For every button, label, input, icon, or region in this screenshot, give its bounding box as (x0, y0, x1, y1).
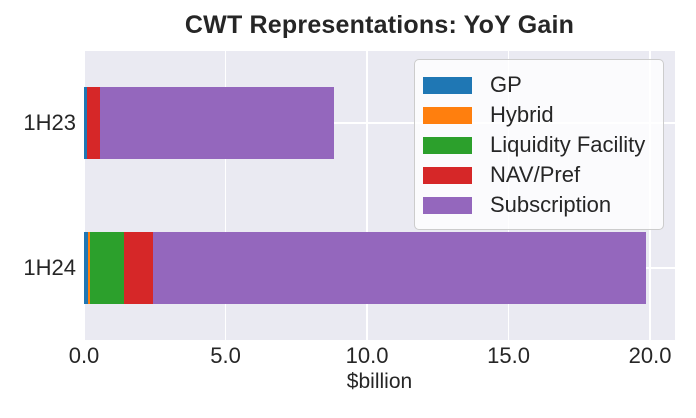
legend-label: Liquidity Facility (490, 132, 646, 157)
y-tick-label: 1H24 (23, 254, 76, 280)
legend-item-Liquidity Facility: Liquidity Facility (415, 130, 663, 160)
legend-swatch (423, 106, 472, 124)
chart-title: CWT Representations: YoY Gain (184, 11, 575, 39)
x-tick-label: 15.0 (487, 343, 530, 368)
legend-swatch (423, 166, 472, 184)
gridline-x-10.0 (366, 51, 368, 340)
legend-item-NAV/Pref: NAV/Pref (415, 160, 663, 190)
legend-swatch (423, 136, 472, 154)
legend-label: NAV/Pref (490, 162, 581, 187)
bar-segment-1H23-NAV/Pref (86, 87, 100, 160)
gridline-y-1H23 (84, 122, 675, 125)
bar-segment-1H24-GP (84, 231, 89, 304)
gridline-x-0.0 (83, 51, 85, 340)
gridline-x-5.0 (224, 51, 227, 340)
legend-swatch (423, 196, 472, 214)
bar-segment-1H24-NAV/Pref (123, 231, 154, 304)
bar-segment-1H23-GP (84, 87, 87, 160)
x-tick-label: 10.0 (345, 343, 389, 368)
x-axis-label: $billion (346, 370, 413, 393)
legend-label: GP (490, 72, 522, 97)
bar-segment-1H24-Liquidity Facility (89, 231, 124, 304)
legend-label: Hybrid (490, 102, 554, 127)
x-tick-label: 0.0 (68, 343, 100, 368)
legend-swatch (423, 76, 472, 94)
legend: GP Hybrid Liquidity Facility NAV/Pref Subscr… (414, 59, 664, 230)
bar-segment-1H24-Subscription (153, 231, 646, 304)
legend-label: Subscription (490, 192, 612, 217)
legend-item-Subscription: Subscription (415, 190, 663, 220)
x-tick-label: 20.0 (628, 343, 672, 368)
legend-item-GP: GP (415, 70, 663, 100)
x-tick-label: 5.0 (210, 343, 241, 368)
legend-item-Hybrid: Hybrid (415, 100, 663, 130)
bar-segment-1H24-Hybrid (88, 231, 90, 304)
bar-segment-1H23-Subscription (99, 87, 335, 160)
y-tick-label: 1H23 (23, 110, 76, 136)
